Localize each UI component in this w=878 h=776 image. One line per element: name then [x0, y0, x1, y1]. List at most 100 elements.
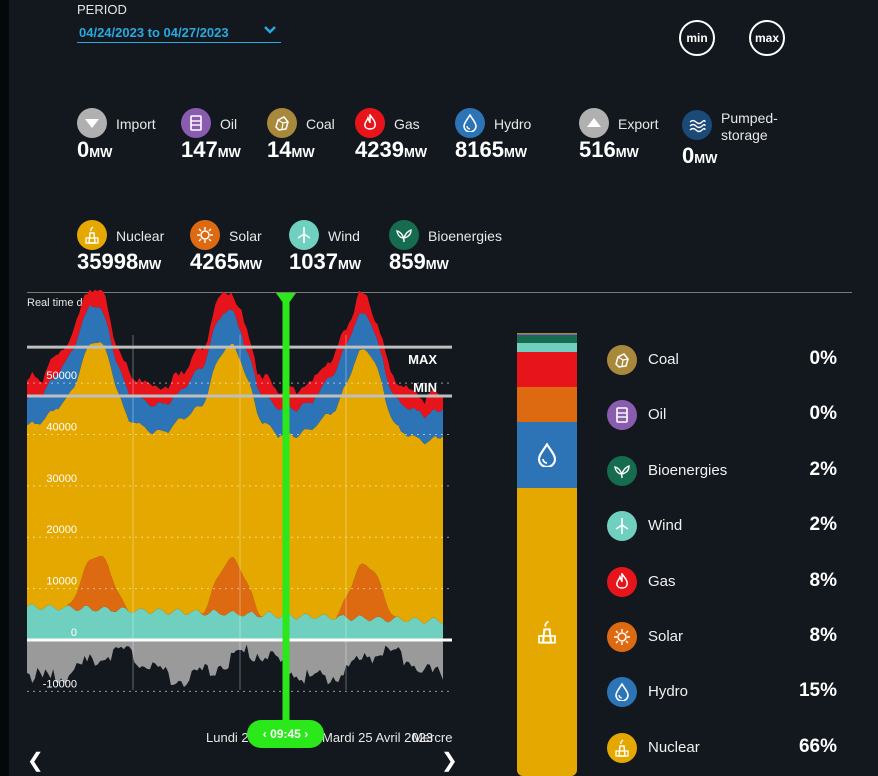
- legend-percent: 66%: [798, 735, 837, 757]
- leaf-icon: [389, 220, 419, 250]
- source-name: Oil: [220, 116, 238, 132]
- source-name: Nuclear: [116, 228, 165, 244]
- arrow-down-icon: [77, 108, 107, 138]
- water-drop-icon: [455, 108, 485, 138]
- source-name: Coal: [306, 116, 335, 132]
- legend-percent: 2%: [809, 514, 837, 536]
- source-name: Solar: [229, 228, 262, 244]
- nuclear-plant-icon: [77, 220, 107, 250]
- source-value: 14MW: [267, 137, 315, 162]
- flame-icon: [355, 108, 385, 138]
- oil-barrel-icon: [181, 108, 211, 138]
- arrow-up-icon: [579, 108, 609, 138]
- source-hydro: Hydro 8165MW: [455, 108, 575, 168]
- y-tick-label: 40000: [46, 421, 77, 433]
- area-nuclear: [27, 342, 443, 625]
- y-tick-label: 20000: [46, 524, 77, 536]
- prev-arrow-icon[interactable]: ❮: [27, 750, 44, 772]
- legend-percent: 8%: [809, 625, 837, 646]
- legend-row-solar: Solar 8%: [607, 622, 839, 654]
- mix-segment-solar: [517, 387, 577, 423]
- leaf-icon: [607, 455, 637, 486]
- chevron-down-icon: [264, 26, 276, 34]
- oil-barrel-icon: [607, 400, 637, 431]
- source-coal: Coal 14MW: [267, 108, 387, 168]
- legend-label: Oil: [648, 406, 667, 424]
- legend-row-wind: Wind 2%: [607, 511, 839, 543]
- area-gas: [27, 290, 443, 419]
- max-button[interactable]: max: [749, 20, 785, 56]
- source-solar: Solar 4265MW: [190, 220, 310, 280]
- wind-turbine-icon: [289, 220, 319, 250]
- date-label-3: Mercre: [412, 730, 453, 745]
- mix-segment-gas: [517, 352, 577, 388]
- cursor-time: 09:45: [270, 727, 301, 741]
- legend-percent: 2%: [809, 458, 837, 480]
- source-pumped: Pumped- storage 0MW: [682, 110, 802, 170]
- source-value: 0MW: [682, 143, 718, 168]
- source-name: Wind: [328, 228, 360, 244]
- legend-row-bioenergies: Bioenergies 2%: [607, 455, 839, 488]
- legend-label: Nuclear: [648, 738, 700, 756]
- nuclear-plant-icon: [538, 620, 556, 644]
- chevron-right-icon: ›: [304, 727, 309, 741]
- min-line-label: MIN: [413, 380, 437, 395]
- legend-row-nuclear: Nuclear 66%: [607, 732, 839, 765]
- source-name: Bioenergies: [428, 228, 502, 244]
- mix-segment-coal: [517, 333, 577, 334]
- legend-label: Coal: [648, 351, 679, 368]
- mix-segment-nuclear: [517, 487, 577, 776]
- time-cursor-marker[interactable]: [276, 293, 296, 307]
- legend-label: Wind: [648, 517, 683, 535]
- source-name: Hydro: [494, 116, 532, 132]
- legend-row-hydro: Hydro 15%: [607, 677, 839, 709]
- water-drop-icon: [537, 442, 557, 467]
- area-hydro: [27, 305, 443, 445]
- source-value: 859MW: [389, 249, 449, 274]
- time-cursor-handle[interactable]: ‹ 09:45 ›: [247, 720, 324, 748]
- source-gas: Gas 4239MW: [355, 108, 475, 168]
- left-edge-strip: [0, 0, 9, 776]
- max-line-label: MAX: [408, 352, 437, 367]
- source-name: Gas: [394, 116, 420, 132]
- source-value: 147MW: [181, 137, 241, 162]
- source-name: Import: [116, 116, 156, 132]
- source-value: 4265MW: [190, 249, 263, 274]
- water-drop-icon: [607, 677, 637, 708]
- min-button[interactable]: min: [679, 20, 715, 56]
- source-oil: Oil 147MW: [181, 108, 301, 168]
- y-tick-label: 50000: [46, 370, 77, 382]
- legend-row-coal: Coal 0%: [607, 345, 839, 377]
- area-solar: [27, 555, 443, 625]
- legend-row-gas: Gas 8%: [607, 566, 839, 599]
- area-exchange: [27, 640, 443, 688]
- source-value: 4239MW: [355, 137, 428, 162]
- legend-percent: 0%: [809, 348, 837, 369]
- next-arrow-icon[interactable]: ❯: [441, 750, 458, 772]
- legend-label: Bioenergies: [648, 461, 728, 479]
- period-dropdown[interactable]: 04/24/2023 to 04/27/2023: [77, 22, 281, 43]
- source-wind: Wind 1037MW: [289, 220, 409, 280]
- legend-percent: 0%: [809, 403, 837, 425]
- chevron-left-icon: ‹: [262, 727, 267, 741]
- waves-icon: [682, 110, 712, 140]
- chart-caption: Real time data: [27, 297, 98, 309]
- coal-icon: [607, 345, 637, 375]
- mix-segment-hydro: [517, 422, 577, 488]
- energy-mix-bar: [517, 333, 577, 776]
- y-tick-label: 0: [71, 627, 77, 639]
- source-value: 35998MW: [77, 249, 162, 274]
- period-label: PERIOD: [77, 2, 127, 17]
- legend-label: Hydro: [648, 683, 689, 701]
- period-value: 04/24/2023 to 04/27/2023: [79, 25, 229, 40]
- y-tick-label: -10000: [43, 678, 77, 690]
- sun-icon: [190, 220, 220, 250]
- legend-label: Solar: [648, 628, 684, 645]
- date-label-2: Mardi 25 Avril 2023: [322, 730, 434, 745]
- legend-row-oil: Oil 0%: [607, 400, 839, 432]
- source-value: 516MW: [579, 137, 639, 162]
- area-wind: [27, 603, 443, 640]
- production-chart: -10000 0 10000 20000 30000 40000 50000 MAX MIN: [27, 290, 452, 730]
- legend-label: Gas: [648, 572, 676, 590]
- source-export: Export 516MW: [579, 108, 699, 168]
